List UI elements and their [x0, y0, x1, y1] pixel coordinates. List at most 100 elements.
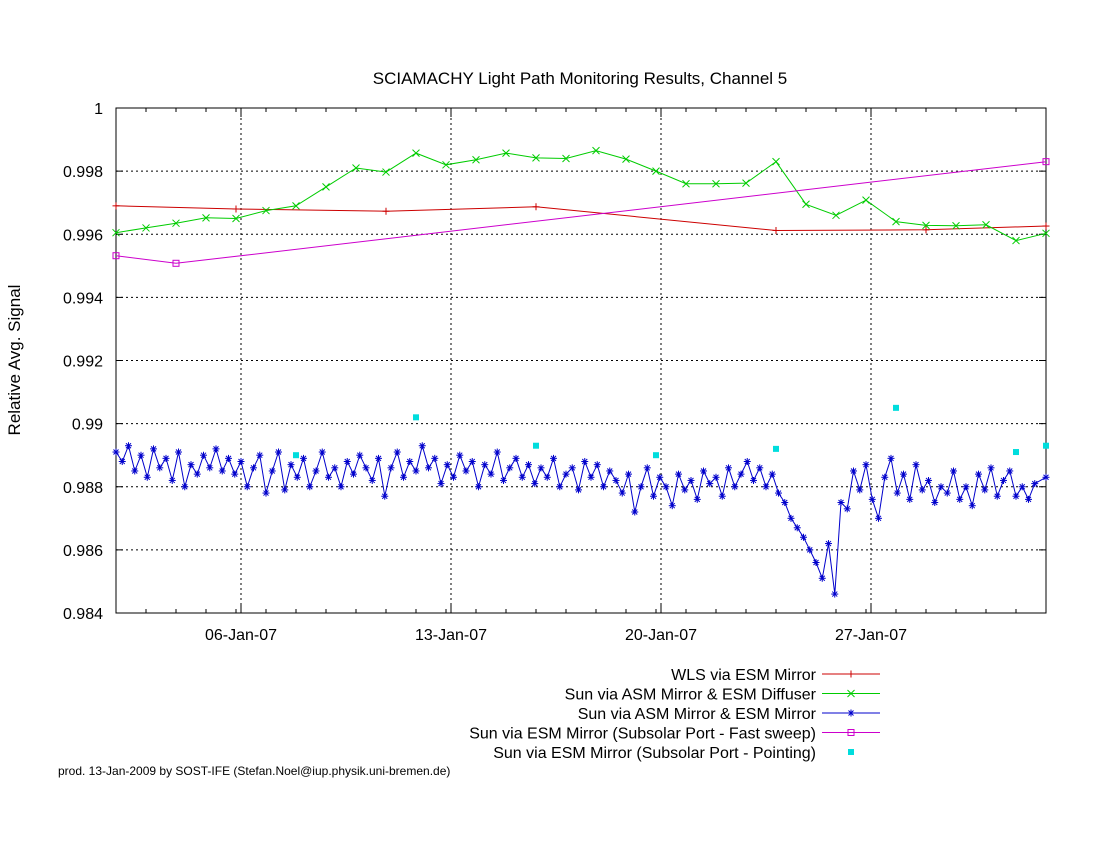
data-point [631, 508, 639, 516]
data-point [500, 476, 507, 484]
data-point [600, 483, 607, 491]
data-point [652, 167, 660, 175]
x-tick-label: 20-Jan-07 [625, 627, 697, 644]
y-axis: 0.984 0.986 0.988 0.99 0.992 0.994 0.996 0.998 1 [63, 101, 1046, 623]
data-point [537, 464, 545, 472]
data-point [700, 467, 707, 475]
y-tick-label: 0.996 [63, 227, 103, 244]
data-point [650, 492, 657, 500]
data-point [143, 473, 151, 481]
y-tick-label: 0.986 [63, 543, 103, 560]
data-point [468, 458, 476, 465]
data-point [293, 452, 299, 459]
data-point [773, 445, 779, 452]
data-point [1012, 492, 1020, 500]
data-point [350, 470, 357, 478]
data-point [887, 454, 895, 462]
data-point [268, 467, 276, 475]
data-point [431, 454, 439, 462]
legend-label: Sun via ASM Mirror & ESM Diffuser [565, 687, 817, 704]
data-point [562, 470, 570, 478]
data-point [606, 467, 614, 475]
data-point [172, 219, 180, 228]
data-point [750, 476, 757, 484]
series-line [115, 205, 1047, 232]
data-point [682, 179, 690, 188]
data-point [825, 540, 832, 548]
data-point [142, 224, 150, 232]
x-tick-label: 27-Jan-07 [835, 627, 907, 644]
data-point [550, 454, 557, 462]
data-point [442, 160, 450, 169]
data-point [718, 492, 726, 500]
data-point [781, 499, 789, 507]
data-point [831, 590, 839, 598]
data-point [943, 489, 951, 497]
data-point [693, 495, 701, 503]
data-point [393, 448, 401, 456]
data-point [950, 467, 957, 475]
data-point [643, 464, 651, 472]
data-point [862, 196, 870, 205]
data-point [368, 476, 376, 484]
data-point [200, 451, 207, 459]
y-tick-label: 1 [94, 101, 103, 118]
data-point [743, 458, 751, 465]
data-point [168, 476, 176, 484]
data-point [575, 486, 582, 494]
data-point [962, 483, 970, 491]
data-point [756, 464, 764, 472]
data-point [250, 464, 257, 472]
data-point [637, 483, 645, 491]
data-point [622, 155, 630, 163]
legend-label: Sun via ESM Mirror (Subsolar Port - Poin… [493, 745, 816, 762]
data-point [256, 451, 264, 459]
data-point [742, 179, 750, 187]
data-point [1042, 158, 1050, 166]
data-point [656, 473, 664, 481]
data-point [847, 670, 855, 678]
y-tick-label: 0.99 [72, 417, 103, 434]
data-point [568, 464, 576, 472]
data-point [237, 458, 245, 465]
data-point [352, 164, 360, 172]
data-point [118, 458, 126, 465]
data-point [532, 154, 540, 162]
data-point [925, 476, 932, 484]
data-point [281, 486, 289, 494]
data-point [343, 458, 351, 465]
series-layer [112, 146, 1050, 598]
data-point [362, 464, 370, 472]
data-point [706, 480, 714, 488]
data-point [506, 464, 514, 472]
data-point [587, 473, 595, 481]
data-point [412, 467, 420, 475]
data-point [518, 473, 526, 481]
data-point [1006, 467, 1014, 475]
legend-label: Sun via ASM Mirror & ESM Mirror [578, 706, 817, 723]
data-point [922, 226, 930, 234]
data-point [1013, 449, 1019, 456]
data-point [487, 470, 495, 478]
data-point [162, 454, 170, 462]
data-point [137, 451, 145, 459]
data-point [856, 486, 864, 494]
data-point [493, 448, 501, 456]
data-point [382, 168, 390, 176]
data-point [812, 559, 820, 566]
data-point [912, 461, 920, 469]
data-point [443, 461, 451, 469]
data-point [413, 414, 419, 421]
data-point [793, 524, 801, 532]
data-point [462, 467, 470, 475]
data-point [993, 492, 1001, 500]
data-point [868, 495, 876, 503]
x-tick-label: 06-Jan-07 [205, 627, 277, 644]
data-point [412, 149, 420, 157]
data-point [325, 473, 332, 481]
legend: WLS via ESM Mirror Sun via ASM Mirror & E… [469, 667, 880, 762]
data-point [975, 470, 982, 478]
data-point [982, 220, 990, 229]
data-point [212, 445, 220, 453]
data-point [918, 486, 926, 494]
